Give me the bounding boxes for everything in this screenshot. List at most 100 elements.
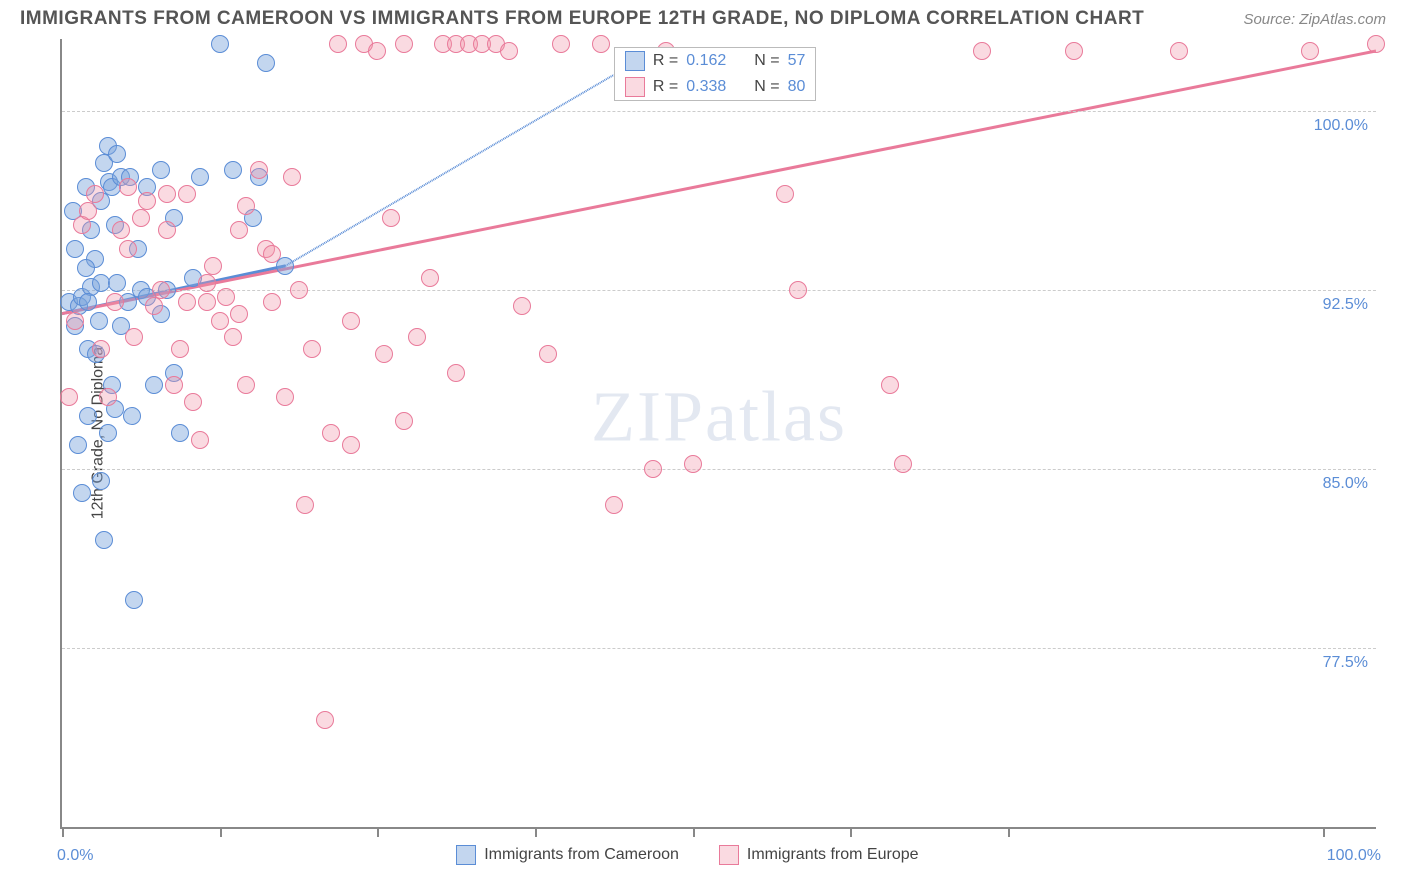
- data-point: [395, 412, 413, 430]
- x-tick: [1008, 827, 1010, 837]
- data-point: [73, 484, 91, 502]
- legend-swatch-icon: [456, 845, 476, 865]
- data-point: [552, 35, 570, 53]
- data-point: [283, 168, 301, 186]
- legend-series-item: Immigrants from Europe: [719, 845, 919, 865]
- x-min-label: 0.0%: [57, 847, 93, 865]
- trend-lines-svg: [62, 39, 1376, 827]
- data-point: [90, 312, 108, 330]
- r-label: R =: [653, 78, 678, 96]
- data-point: [421, 269, 439, 287]
- data-point: [178, 185, 196, 203]
- data-point: [125, 591, 143, 609]
- legend-correlation-row: R = 0.162 N = 57: [615, 48, 816, 74]
- data-point: [60, 388, 78, 406]
- data-point: [881, 376, 899, 394]
- data-point: [395, 35, 413, 53]
- data-point: [77, 259, 95, 277]
- data-point: [230, 221, 248, 239]
- data-point: [92, 340, 110, 358]
- data-point: [322, 424, 340, 442]
- data-point: [237, 197, 255, 215]
- data-point: [789, 281, 807, 299]
- data-point: [237, 376, 255, 394]
- x-tick: [220, 827, 222, 837]
- data-point: [276, 388, 294, 406]
- data-point: [158, 221, 176, 239]
- data-point: [500, 42, 518, 60]
- data-point: [138, 192, 156, 210]
- data-point: [250, 161, 268, 179]
- x-max-label: 100.0%: [1327, 847, 1381, 865]
- data-point: [145, 376, 163, 394]
- watermark-bold: ZIP: [591, 377, 705, 457]
- x-tick: [850, 827, 852, 837]
- data-point: [263, 293, 281, 311]
- y-tick-label: 77.5%: [1323, 654, 1368, 672]
- data-point: [382, 209, 400, 227]
- data-point: [329, 35, 347, 53]
- data-point: [79, 407, 97, 425]
- source-attribution: Source: ZipAtlas.com: [1243, 11, 1386, 28]
- data-point: [211, 312, 229, 330]
- data-point: [644, 460, 662, 478]
- data-point: [108, 274, 126, 292]
- data-point: [92, 472, 110, 490]
- y-tick-label: 92.5%: [1323, 296, 1368, 314]
- data-point: [123, 407, 141, 425]
- gridline: [62, 290, 1376, 291]
- data-point: [152, 161, 170, 179]
- data-point: [217, 288, 235, 306]
- chart-title: IMMIGRANTS FROM CAMEROON VS IMMIGRANTS F…: [20, 8, 1144, 30]
- r-label: R =: [653, 52, 678, 70]
- data-point: [342, 312, 360, 330]
- header: IMMIGRANTS FROM CAMEROON VS IMMIGRANTS F…: [0, 0, 1406, 34]
- data-point: [119, 178, 137, 196]
- data-point: [66, 312, 84, 330]
- y-tick-label: 100.0%: [1314, 117, 1368, 135]
- data-point: [158, 185, 176, 203]
- data-point: [191, 431, 209, 449]
- plot-area: ZIPatlas 77.5%85.0%92.5%100.0%0.0%100.0%: [62, 39, 1376, 827]
- data-point: [99, 388, 117, 406]
- x-tick: [693, 827, 695, 837]
- data-point: [290, 281, 308, 299]
- data-point: [605, 496, 623, 514]
- data-point: [125, 328, 143, 346]
- data-point: [257, 54, 275, 72]
- data-point: [224, 161, 242, 179]
- data-point: [408, 328, 426, 346]
- gridline: [62, 469, 1376, 470]
- data-point: [119, 240, 137, 258]
- data-point: [539, 345, 557, 363]
- x-tick: [1323, 827, 1325, 837]
- x-tick: [535, 827, 537, 837]
- watermark-thin: atlas: [705, 377, 847, 457]
- r-value: 0.338: [686, 78, 726, 96]
- legend-series-label: Immigrants from Europe: [747, 846, 919, 864]
- data-point: [342, 436, 360, 454]
- data-point: [198, 274, 216, 292]
- data-point: [152, 281, 170, 299]
- data-point: [1301, 42, 1319, 60]
- legend-series: Immigrants from Cameroon Immigrants from…: [456, 845, 918, 865]
- data-point: [973, 42, 991, 60]
- gridline: [62, 111, 1376, 112]
- legend-correlation-row: R = 0.338 N = 80: [615, 74, 816, 100]
- data-point: [191, 168, 209, 186]
- data-point: [79, 202, 97, 220]
- n-label: N =: [754, 78, 779, 96]
- data-point: [165, 376, 183, 394]
- data-point: [592, 35, 610, 53]
- data-point: [368, 42, 386, 60]
- data-point: [198, 293, 216, 311]
- data-point: [145, 297, 163, 315]
- legend-swatch-icon: [719, 845, 739, 865]
- data-point: [375, 345, 393, 363]
- x-tick: [377, 827, 379, 837]
- data-point: [894, 455, 912, 473]
- data-point: [303, 340, 321, 358]
- data-point: [79, 293, 97, 311]
- data-point: [316, 711, 334, 729]
- gridline: [62, 648, 1376, 649]
